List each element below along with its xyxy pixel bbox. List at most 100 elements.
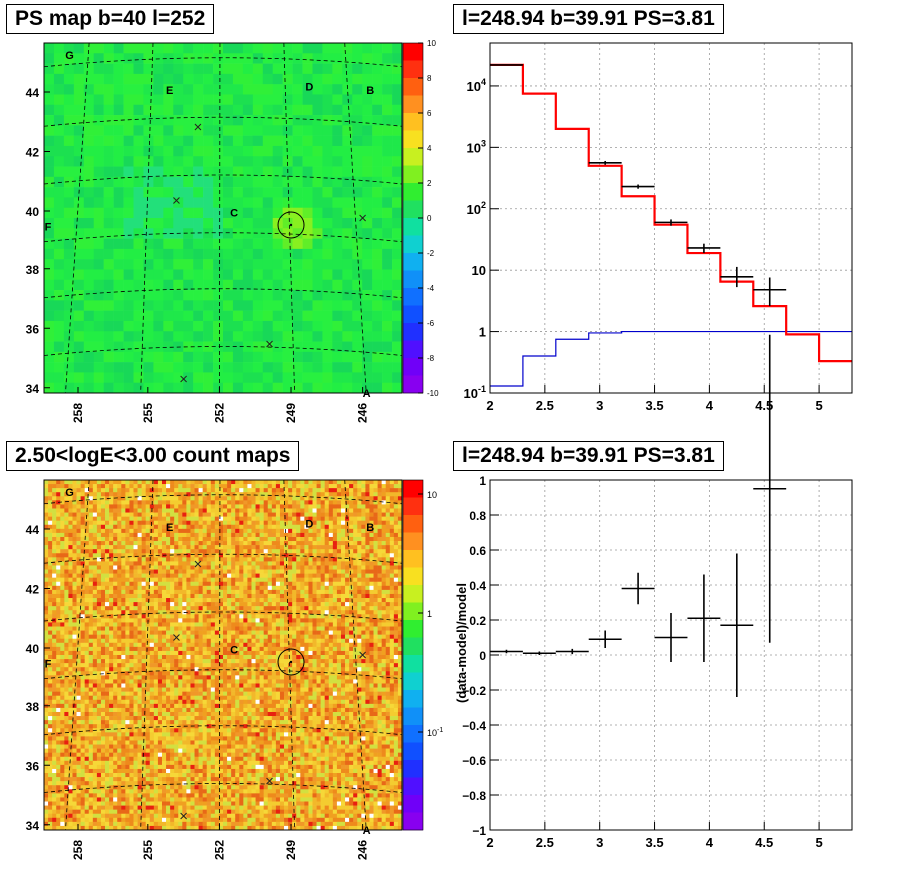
map-bottom-parallel bbox=[43, 494, 403, 505]
y-tick-label: 0.2 bbox=[469, 614, 486, 628]
map-bottom-meridian bbox=[65, 479, 90, 831]
x-tick-label: 4 bbox=[706, 398, 714, 413]
spectrum-panel: 2 2.5 3 3.5 4 4.5 5 bbox=[486, 42, 853, 413]
colorbar-tick-label: 10 bbox=[427, 490, 437, 500]
source-marker bbox=[180, 375, 187, 383]
source-label-d: D bbox=[305, 519, 313, 531]
y-tick-label: 0.6 bbox=[469, 544, 486, 558]
x-tick-label: 258 bbox=[71, 403, 85, 423]
colorbar-step bbox=[403, 270, 423, 289]
y-tick-label: 36 bbox=[26, 759, 40, 773]
colorbar-step bbox=[403, 707, 423, 726]
spectrum-plot-area bbox=[490, 43, 852, 393]
source-label-a: A bbox=[363, 825, 371, 837]
x-tick-label: 258 bbox=[71, 840, 85, 860]
colorbar-tick-label: 10 bbox=[427, 39, 436, 48]
map-top-graticule bbox=[43, 42, 403, 394]
y-tick-label: 40 bbox=[26, 205, 40, 219]
map-bottom-heatmap-cells bbox=[44, 480, 403, 831]
colorbar-step bbox=[403, 637, 423, 656]
x-tick-label: 255 bbox=[141, 403, 155, 423]
map-top-parallel bbox=[43, 174, 403, 185]
map-top-meridian bbox=[283, 42, 295, 394]
colorbar-step bbox=[403, 497, 423, 516]
colorbar-step bbox=[403, 550, 423, 568]
colorbar-step bbox=[403, 78, 423, 96]
x-tick-label: 252 bbox=[212, 840, 226, 860]
colorbar-step bbox=[403, 200, 423, 219]
candidate-ring bbox=[277, 648, 305, 676]
colorbar-tick-label: 1 bbox=[427, 609, 432, 619]
y-tick-label: −0.4 bbox=[462, 719, 486, 733]
colorbar-step bbox=[403, 672, 423, 691]
map-top-panel: G E D B C F A 34 36 38 40 42 44 258 255 252 249 246 bbox=[26, 42, 403, 423]
colorbar-step bbox=[403, 480, 423, 498]
source-label-f: F bbox=[45, 659, 52, 671]
candidate-dot bbox=[289, 223, 293, 227]
colorbar-step bbox=[403, 620, 423, 638]
colorbar-step bbox=[403, 288, 423, 306]
source-marker bbox=[266, 340, 273, 348]
colorbar-step bbox=[403, 165, 423, 184]
source-label-g: G bbox=[65, 50, 74, 62]
map-top-parallel bbox=[43, 232, 403, 243]
map-bottom-parallel bbox=[43, 725, 403, 736]
x-tick-label: 3 bbox=[596, 835, 603, 850]
colorbar-step bbox=[403, 585, 423, 603]
x-tick-label: 2 bbox=[486, 398, 493, 413]
colorbar-tick-label: 8 bbox=[427, 74, 432, 83]
colorbar-step bbox=[403, 218, 423, 236]
source-label-e: E bbox=[166, 85, 173, 97]
source-label-e: E bbox=[166, 522, 173, 534]
source-marker bbox=[180, 812, 187, 820]
x-tick-label: 2 bbox=[486, 835, 493, 850]
colorbar-tick-label: 10-1 bbox=[427, 727, 443, 738]
x-tick-label: 252 bbox=[212, 403, 226, 423]
residual-panel: 2 2.5 3 3.5 4 4.5 5 −1 −0.8 −0.6 −0.4 −0.2 0 0.2 0.4 0.… bbox=[454, 334, 853, 850]
colorbar-step bbox=[403, 305, 423, 324]
x-tick-label: 3 bbox=[596, 398, 603, 413]
map-top-title: PS map b=40 l=252 bbox=[6, 4, 215, 34]
y-tick-label: 42 bbox=[26, 583, 40, 597]
source-marker bbox=[359, 651, 366, 659]
colorbar-tick-label: 6 bbox=[427, 109, 432, 118]
y-tick-label: −0.6 bbox=[462, 754, 486, 768]
colorbar-step bbox=[403, 43, 423, 61]
y-tick-label: 36 bbox=[26, 322, 40, 336]
y-tick-label: 34 bbox=[26, 382, 40, 396]
source-label-c: C bbox=[230, 208, 238, 220]
spectrum-title: l=248.94 b=39.91 PS=3.81 bbox=[453, 4, 724, 34]
x-tick-label: 4 bbox=[706, 835, 714, 850]
y-tick-label: 1 bbox=[479, 474, 486, 488]
colorbar-step bbox=[403, 812, 423, 831]
colorbar-frame bbox=[402, 479, 424, 831]
x-tick-label: 249 bbox=[284, 403, 298, 423]
colorbar-step bbox=[403, 323, 423, 341]
colorbar-tick-label: -2 bbox=[427, 249, 435, 258]
x-tick-label: 3.5 bbox=[646, 835, 664, 850]
colorbar-tick-label: -10 bbox=[427, 389, 439, 398]
map-bottom-title: 2.50<logE<3.00 count maps bbox=[6, 441, 300, 471]
colorbar-step bbox=[403, 725, 423, 743]
y-tick-label: 1 bbox=[479, 325, 486, 340]
map-top-parallel bbox=[43, 116, 403, 127]
y-tick-label: 0.4 bbox=[469, 579, 486, 593]
colorbar-step bbox=[403, 95, 423, 114]
colorbar-tick-label: -6 bbox=[427, 319, 435, 328]
x-tick-label: 4.5 bbox=[755, 398, 773, 413]
map-bottom-colorbar: 10 1 10-1 bbox=[402, 479, 443, 831]
residual-y-axis-label: (data-model)/model bbox=[454, 583, 469, 703]
map-bottom-frame bbox=[43, 479, 403, 831]
source-label-g: G bbox=[65, 487, 74, 499]
map-bottom-graticule bbox=[43, 479, 403, 831]
source-label-c: C bbox=[230, 645, 238, 657]
map-top-meridian bbox=[219, 42, 221, 394]
y-tick-label: 103 bbox=[467, 138, 486, 155]
y-tick-label: 102 bbox=[467, 200, 486, 217]
residual-title: l=248.94 b=39.91 PS=3.81 bbox=[453, 441, 724, 471]
x-tick-label: 3.5 bbox=[646, 398, 664, 413]
colorbar-step bbox=[403, 358, 423, 376]
y-tick-label: 0 bbox=[479, 649, 486, 663]
colorbar-step bbox=[403, 532, 423, 551]
